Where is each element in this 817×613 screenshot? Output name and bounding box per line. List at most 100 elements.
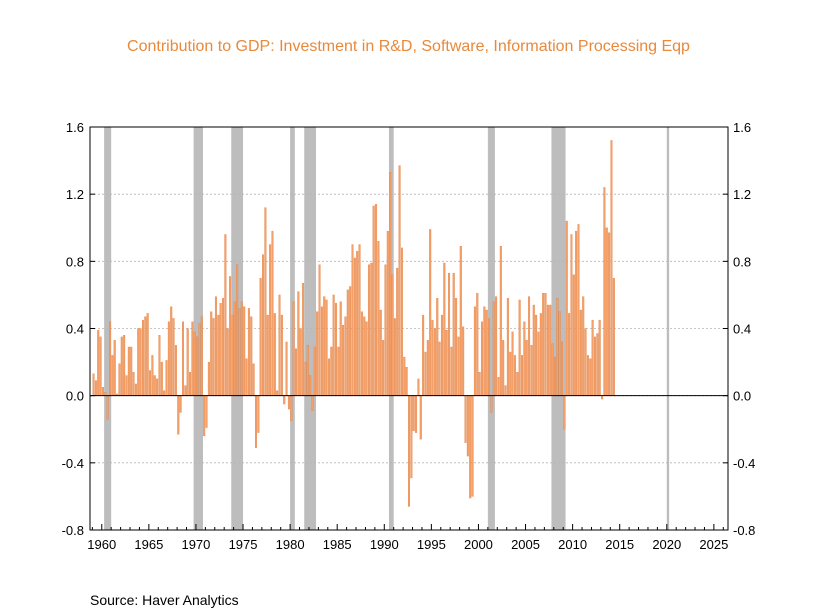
bar-79	[278, 294, 281, 396]
bar-110	[351, 244, 354, 396]
bar-164	[478, 372, 481, 396]
bar-133	[405, 366, 408, 396]
y-axis-left: -0.8 -0.4 0.0 0.4 0.8 1.2 1.6	[62, 120, 95, 538]
bar-100	[327, 358, 330, 396]
bar-49	[207, 361, 210, 396]
bar-131	[400, 247, 403, 396]
xtick-label-13: 2025	[699, 537, 728, 552]
bar-88	[299, 328, 302, 396]
bar-166	[483, 306, 486, 396]
bar-125	[386, 230, 389, 396]
bar-65	[245, 358, 248, 396]
bar-94	[313, 346, 316, 396]
bar-214	[596, 333, 599, 396]
bar-96	[318, 264, 321, 396]
bar-120	[375, 204, 378, 396]
bar-32	[167, 321, 170, 396]
bar-136	[412, 395, 415, 432]
bar-129	[396, 267, 399, 396]
bar-151	[448, 272, 451, 396]
bar-34	[172, 318, 175, 396]
bar-2	[97, 330, 100, 396]
bar-172	[497, 377, 500, 396]
bar-24	[149, 370, 152, 396]
bar-188	[535, 314, 538, 396]
bar-212	[591, 319, 594, 396]
ytick-left-label-2: 0.0	[66, 389, 84, 404]
bar-116	[365, 321, 368, 396]
bar-141	[424, 351, 427, 396]
bar-123	[382, 340, 385, 396]
bar-154	[455, 298, 458, 396]
bar-42	[191, 321, 194, 396]
bar-201	[565, 220, 568, 396]
bar-167	[485, 309, 488, 396]
bar-1	[94, 380, 97, 396]
bar-209	[584, 328, 587, 396]
xtick-label-6: 1990	[370, 537, 399, 552]
bar-191	[542, 293, 545, 396]
bar-67	[250, 316, 253, 396]
bar-22	[144, 316, 147, 396]
bar-12	[120, 336, 123, 396]
bar-146	[436, 298, 439, 396]
bar-181	[518, 299, 521, 396]
bar-150	[445, 330, 448, 396]
bar-92	[309, 375, 312, 396]
bar-194	[549, 304, 552, 396]
bar-21	[141, 319, 144, 396]
bar-57	[226, 328, 229, 396]
bar-180	[516, 372, 519, 396]
bar-127	[391, 274, 394, 396]
bar-149	[443, 262, 446, 396]
bar-139	[419, 395, 422, 440]
bar-169	[490, 395, 493, 413]
bar-163	[476, 293, 479, 396]
bar-84	[290, 395, 293, 422]
bar-113	[358, 244, 361, 396]
bar-178	[511, 331, 514, 396]
xtick-label-11: 2015	[605, 537, 634, 552]
bar-156	[459, 246, 462, 396]
bar-87	[297, 291, 300, 396]
bar-158	[464, 395, 467, 443]
bar-203	[570, 234, 573, 396]
bar-82	[285, 341, 288, 396]
bar-4	[101, 387, 104, 396]
bar-56	[224, 234, 227, 396]
bar-47	[203, 395, 206, 437]
bar-37	[179, 395, 182, 413]
bar-23	[146, 313, 149, 396]
bar-135	[410, 395, 413, 479]
bar-17	[132, 372, 135, 396]
bar-175	[504, 385, 507, 396]
bar-98	[323, 296, 326, 396]
bar-186	[530, 345, 533, 396]
bar-36	[177, 395, 180, 435]
bar-7	[109, 321, 112, 396]
bar-46	[200, 316, 203, 396]
bar-144	[431, 319, 434, 396]
bar-221	[612, 277, 615, 396]
bar-3	[99, 336, 102, 396]
bar-168	[488, 318, 491, 396]
bar-179	[513, 355, 516, 396]
bar-51	[212, 318, 215, 396]
data-bars	[92, 140, 615, 507]
chart-title: Contribution to GDP: Investment in R&D, …	[127, 38, 690, 55]
bar-6	[106, 395, 109, 420]
bar-174	[502, 340, 505, 396]
bar-170	[492, 301, 495, 396]
bar-8	[111, 355, 114, 396]
bar-115	[363, 316, 366, 396]
xtick-label-0: 1960	[87, 537, 116, 552]
source-note: Source: Haver Analytics	[90, 592, 239, 608]
bar-31	[165, 360, 168, 396]
bar-50	[210, 311, 213, 396]
ytick-right-label-5: 1.2	[733, 187, 751, 202]
bar-165	[480, 321, 483, 396]
ytick-right-label-4: 0.8	[733, 254, 751, 269]
bar-29	[160, 361, 163, 396]
bar-121	[377, 241, 380, 396]
